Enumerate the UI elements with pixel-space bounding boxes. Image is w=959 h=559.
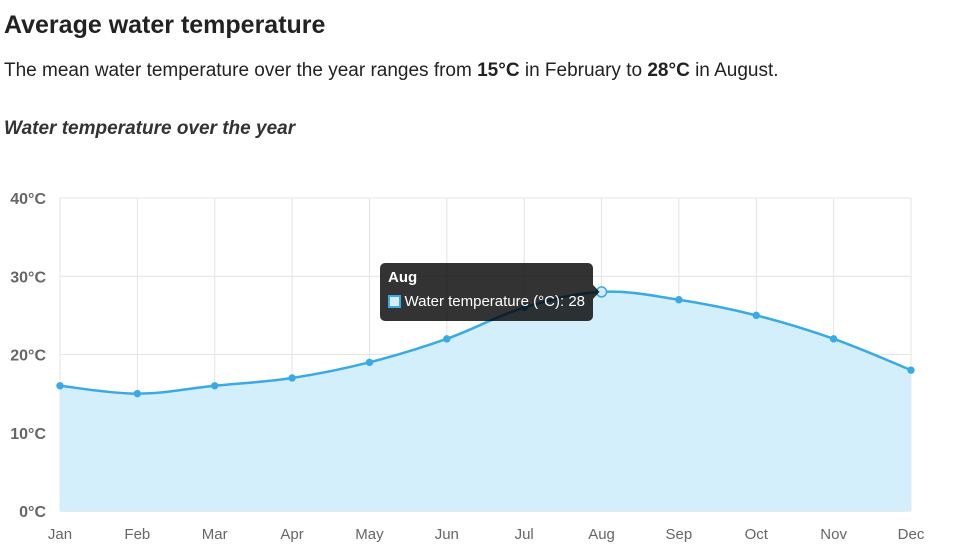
x-tick-label: Oct	[745, 526, 769, 543]
data-point-apr[interactable]	[288, 374, 296, 382]
x-tick-label: Jun	[435, 526, 459, 543]
x-tick-label: Apr	[280, 526, 303, 543]
temperature-summary: The mean water temperature over the year…	[4, 60, 779, 82]
data-point-dec[interactable]	[907, 366, 915, 374]
y-tick-label: 10°C	[10, 426, 46, 443]
x-tick-label: Feb	[124, 526, 150, 543]
data-point-oct[interactable]	[752, 311, 760, 320]
chart-axis-labels: 0°C 10°C 20°C 30°C 40°C Jan Feb Mar Apr May Jun Jul…	[10, 191, 925, 543]
summary-max-temp: 28°C	[647, 60, 690, 81]
x-tick-label: Jul	[515, 526, 534, 543]
x-tick-label: Mar	[202, 526, 228, 543]
summary-prefix: The mean water temperature over the year…	[4, 60, 478, 81]
tooltip-title: Aug	[388, 269, 418, 286]
x-tick-label: Nov	[820, 526, 847, 543]
y-tick-label: 40°C	[10, 191, 46, 208]
chart-area-layer	[59, 290, 912, 511]
tooltip-row: Water temperature (°C): 28	[388, 293, 585, 310]
chart-tooltip: Aug Water temperature (°C): 28	[380, 263, 593, 321]
data-point-mar[interactable]	[211, 382, 219, 390]
tooltip-label: Water temperature (°C): 28	[404, 293, 586, 310]
series-line	[59, 290, 912, 395]
data-point-feb[interactable]	[133, 389, 142, 398]
y-tick-label: 30°C	[10, 269, 46, 286]
x-tick-label: Aug	[588, 526, 615, 543]
y-tick-label: 0°C	[19, 504, 46, 521]
chart-title: Water temperature over the year	[4, 118, 296, 139]
series-area-fill	[60, 291, 911, 511]
y-tick-label: 20°C	[10, 348, 46, 365]
series-color-swatch	[388, 295, 401, 308]
tooltip-caret	[593, 284, 600, 299]
x-tick-label: Sep	[666, 526, 693, 543]
data-point-nov[interactable]	[829, 335, 838, 343]
data-point-jan[interactable]	[56, 382, 64, 390]
summary-min-temp: 15°C	[477, 60, 520, 81]
page-title: Average water temperature	[4, 11, 326, 39]
data-point-may[interactable]	[365, 358, 374, 367]
data-point-jun[interactable]	[443, 335, 451, 343]
chart-points	[56, 284, 915, 398]
x-tick-label: Dec	[898, 526, 925, 543]
summary-mid: in February to	[519, 60, 648, 81]
summary-suffix: in August.	[689, 60, 779, 81]
x-tick-label: Jan	[48, 526, 72, 543]
data-point-sep[interactable]	[675, 296, 683, 304]
x-tick-label: May	[355, 526, 384, 543]
